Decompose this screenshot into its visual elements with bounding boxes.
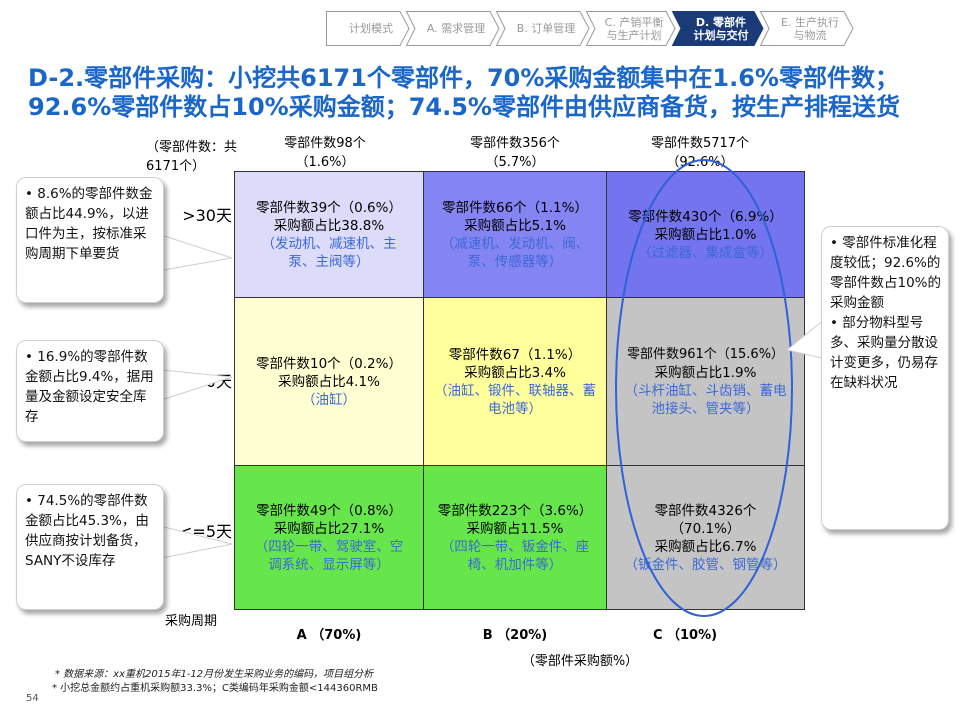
callout-right-category-c: • 零部件标准化程度较低；92.6%的零部件数占10%的采购金额 • 部分物料型… bbox=[821, 226, 949, 530]
page-number: 54 bbox=[26, 693, 39, 704]
footnote-data-source: * 数据来源：xx重机2015年1-12月份发生采购业务的编码，项目组分析 bbox=[55, 669, 374, 680]
col-label-a: A （70%) bbox=[296, 628, 362, 643]
col-header-b: 零部件数356个 （5.7%） bbox=[445, 134, 585, 172]
column-c-highlight-ellipse bbox=[615, 159, 793, 617]
cell-a-over30: 零部件数39个（0.6%） 采购额占比38.8% （发动机、减速机、主泵、主阀等… bbox=[234, 171, 424, 298]
y-axis-title: 采购周期 bbox=[165, 614, 218, 629]
cell-b-6to30: 零部件数67（1.1%） 采购额占比3.4% （油缸、锻件、联轴器、蓄电池等） bbox=[423, 297, 607, 466]
callout-left-over30: • 8.6%的零部件数金额占比44.9%，以进口件为主，按标准采购周期下单要货 bbox=[16, 177, 164, 303]
cell-b-under5: 零部件数223个（3.6%） 采购额占11.5% （四轮一带、钣金件、座椅、机加… bbox=[423, 465, 607, 610]
cell-a-6to30: 零部件数10个（0.2%） 采购额占比4.1% （油缸） bbox=[234, 297, 424, 466]
row-label-over-30-days: >30天 bbox=[182, 206, 232, 225]
col-header-c-count: 零部件数5717个 bbox=[650, 136, 750, 151]
footnote-amount-note: * 小挖总金额约占重机采购额33.3%；C类编码年采购金额<144360RMB bbox=[52, 683, 378, 694]
col-label-b: B （20%) bbox=[482, 628, 548, 643]
nav-step-production-execution[interactable]: E. 生产执行 与物流 bbox=[759, 11, 854, 46]
callout-left-under5: • 74.5%的零部件数金额占比45.3%，由供应商按计划备货，SANY不设库存 bbox=[16, 484, 164, 610]
cell-a-under5: 零部件数49个（0.8%） 采购额占比27.1% （四轮一带、驾驶室、空调系统、… bbox=[234, 465, 424, 610]
cell-c-under5: 零部件数4326个 （70.1%） 采购额占比6.7% （钣金件、胶管、钢管等） bbox=[606, 465, 805, 610]
col-header-a: 零部件数98个 （1.6%） bbox=[265, 134, 385, 172]
col-label-c: C （10%) bbox=[652, 628, 718, 643]
axis-note: （零部件数：共 6171个） bbox=[140, 138, 260, 176]
nav-step-demand-management[interactable]: A. 需求管理 bbox=[405, 11, 500, 46]
nav-step-order-management[interactable]: B. 订单管理 bbox=[495, 11, 590, 46]
col-header-b-count: 零部件数356个 bbox=[470, 136, 560, 151]
x-axis-title: （零部件采购额%） bbox=[521, 654, 639, 669]
callout-left-6to30: • 16.9%的零部件数金额占比9.4%，据用量及金额设定安全库存 bbox=[16, 340, 164, 442]
cell-c-6to30: 零部件数961个（15.6%） 采购额占比1.9% （斗杆油缸、斗齿销、蓄电池接… bbox=[606, 297, 805, 466]
cell-b-over30: 零部件数66个（1.1%） 采购额占比5.1% （减速机、发动机、阀、泵、传感器… bbox=[423, 171, 607, 298]
nav-step-production-planning[interactable]: C. 产销平衡 与生产计划 bbox=[585, 11, 676, 46]
nav-step-planning-mode[interactable]: 计划模式 bbox=[326, 11, 410, 46]
nav-step-parts-planning-active[interactable]: D. 零部件 计划与交付 bbox=[671, 11, 764, 46]
col-header-b-pct: （5.7%） bbox=[485, 155, 545, 170]
col-header-a-count: 零部件数98个 bbox=[284, 136, 366, 151]
col-header-a-pct: （1.6%） bbox=[295, 155, 355, 170]
page-title: D-2.零部件采购：小挖共6171个零部件，70%采购金额集中在1.6%零部件数… bbox=[28, 64, 900, 121]
